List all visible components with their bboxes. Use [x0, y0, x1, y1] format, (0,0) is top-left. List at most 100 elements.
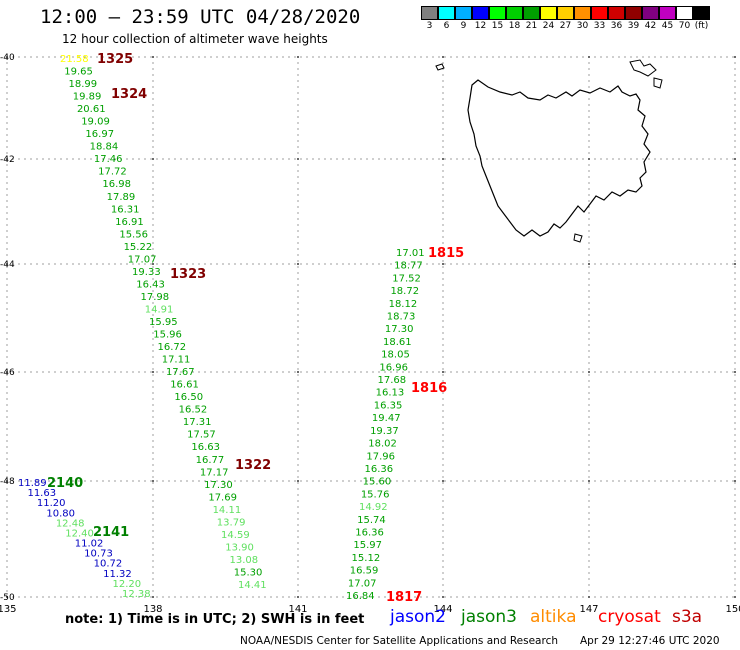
grid-line-dot [276, 56, 278, 58]
grid-line-dot [690, 480, 692, 482]
grid-line-dot [442, 320, 444, 322]
grid-line-dot [588, 518, 590, 520]
grid-line-dot [152, 116, 154, 118]
grid-line-dot [297, 248, 299, 250]
grid-line-dot [600, 480, 602, 482]
grid-line-dot [156, 596, 158, 598]
grid-line-dot [186, 263, 188, 265]
grid-line-dot [438, 263, 440, 265]
grid-line-dot [156, 158, 158, 160]
grid-line-dot [6, 338, 8, 340]
grid-line-dot [90, 56, 92, 58]
grid-line-dot [24, 263, 26, 265]
grid-line-dot [588, 470, 590, 472]
grid-line-dot [294, 371, 296, 373]
grid-line-dot [66, 56, 68, 58]
grid-line-dot [708, 480, 710, 482]
grid-line-dot [442, 470, 444, 472]
grid-line-dot [12, 263, 14, 265]
grid-line-dot [294, 596, 296, 598]
grid-line-dot [734, 128, 736, 130]
grid-line-dot [297, 554, 299, 556]
grid-line-dot [588, 350, 590, 352]
grid-line-dot [450, 480, 452, 482]
color-swatch [523, 6, 540, 20]
grid-dot [297, 371, 299, 373]
grid-line-dot [6, 368, 8, 370]
grid-line-dot [162, 263, 164, 265]
grid-line-dot [114, 263, 116, 265]
color-scale-labels: 3 6 9 12 15 18 21 24 27 30 33 36 39 42 45 70 (ft) [421, 21, 710, 31]
grid-line-dot [732, 596, 734, 598]
grid-line-dot [734, 74, 736, 76]
grid-line-dot [442, 542, 444, 544]
grid-line-dot [442, 290, 444, 292]
grid-line-dot [402, 263, 404, 265]
grid-line-dot [252, 263, 254, 265]
grid-line-dot [48, 371, 50, 373]
grid-line-dot [174, 371, 176, 373]
color-swatch [472, 6, 489, 20]
grid-line-dot [734, 254, 736, 256]
grid-line-dot [624, 56, 626, 58]
swh-value: 16.61 [170, 380, 199, 391]
grid-line-dot [198, 263, 200, 265]
grid-line-dot [6, 206, 8, 208]
latitude-tick-label: -42 [0, 155, 15, 165]
swh-value: 17.68 [377, 375, 406, 386]
grid-line-dot [162, 371, 164, 373]
grid-line-dot [366, 596, 368, 598]
grid-line-dot [588, 500, 590, 502]
color-scale-label: 33 [593, 21, 606, 31]
grid-line-dot [42, 263, 44, 265]
grid-line-dot [78, 371, 80, 373]
grid-line-dot [588, 566, 590, 568]
grid-line-dot [734, 506, 736, 508]
grid-line-dot [96, 480, 98, 482]
color-swatch [659, 6, 676, 20]
grid-line-dot [297, 158, 299, 160]
grid-line-dot [588, 290, 590, 292]
grid-line-dot [660, 158, 662, 160]
grid-line-dot [297, 464, 299, 466]
grid-line-dot [192, 596, 194, 598]
grid-line-dot [442, 548, 444, 550]
grid-line-dot [442, 152, 444, 154]
swh-value: 18.99 [68, 79, 97, 90]
grid-line-dot [297, 314, 299, 316]
grid-line-dot [624, 480, 626, 482]
grid-line-dot [72, 371, 74, 373]
grid-line-dot [252, 158, 254, 160]
grid-line-dot [546, 371, 548, 373]
swh-value: 14.92 [359, 502, 388, 513]
swh-value: 18.84 [90, 142, 119, 153]
grid-line-dot [12, 480, 14, 482]
grid-line-dot [624, 596, 626, 598]
grid-line-dot [6, 224, 8, 226]
grid-line-dot [588, 368, 590, 370]
grid-line-dot [612, 56, 614, 58]
grid-line-dot [720, 158, 722, 160]
grid-line-dot [210, 371, 212, 373]
grid-line-dot [618, 596, 620, 598]
grid-line-dot [378, 263, 380, 265]
grid-line-dot [600, 56, 602, 58]
grid-line-dot [442, 110, 444, 112]
grid-line-dot [282, 158, 284, 160]
grid-line-dot [648, 596, 650, 598]
grid-line-dot [734, 392, 736, 394]
grid-line-dot [636, 263, 638, 265]
grid-line-dot [442, 386, 444, 388]
grid-line-dot [486, 158, 488, 160]
grid-line-dot [108, 56, 110, 58]
swh-value: 19.65 [64, 67, 93, 78]
swh-value: 21.58 [60, 54, 89, 65]
grid-line-dot [612, 596, 614, 598]
grid-line-dot [36, 158, 38, 160]
pass-number-label: 2141 [93, 525, 130, 540]
grid-line-dot [312, 158, 314, 160]
grid-line-dot [186, 371, 188, 373]
grid-line-dot [297, 476, 299, 478]
grid-line-dot [442, 188, 444, 190]
grid-line-dot [152, 404, 154, 406]
